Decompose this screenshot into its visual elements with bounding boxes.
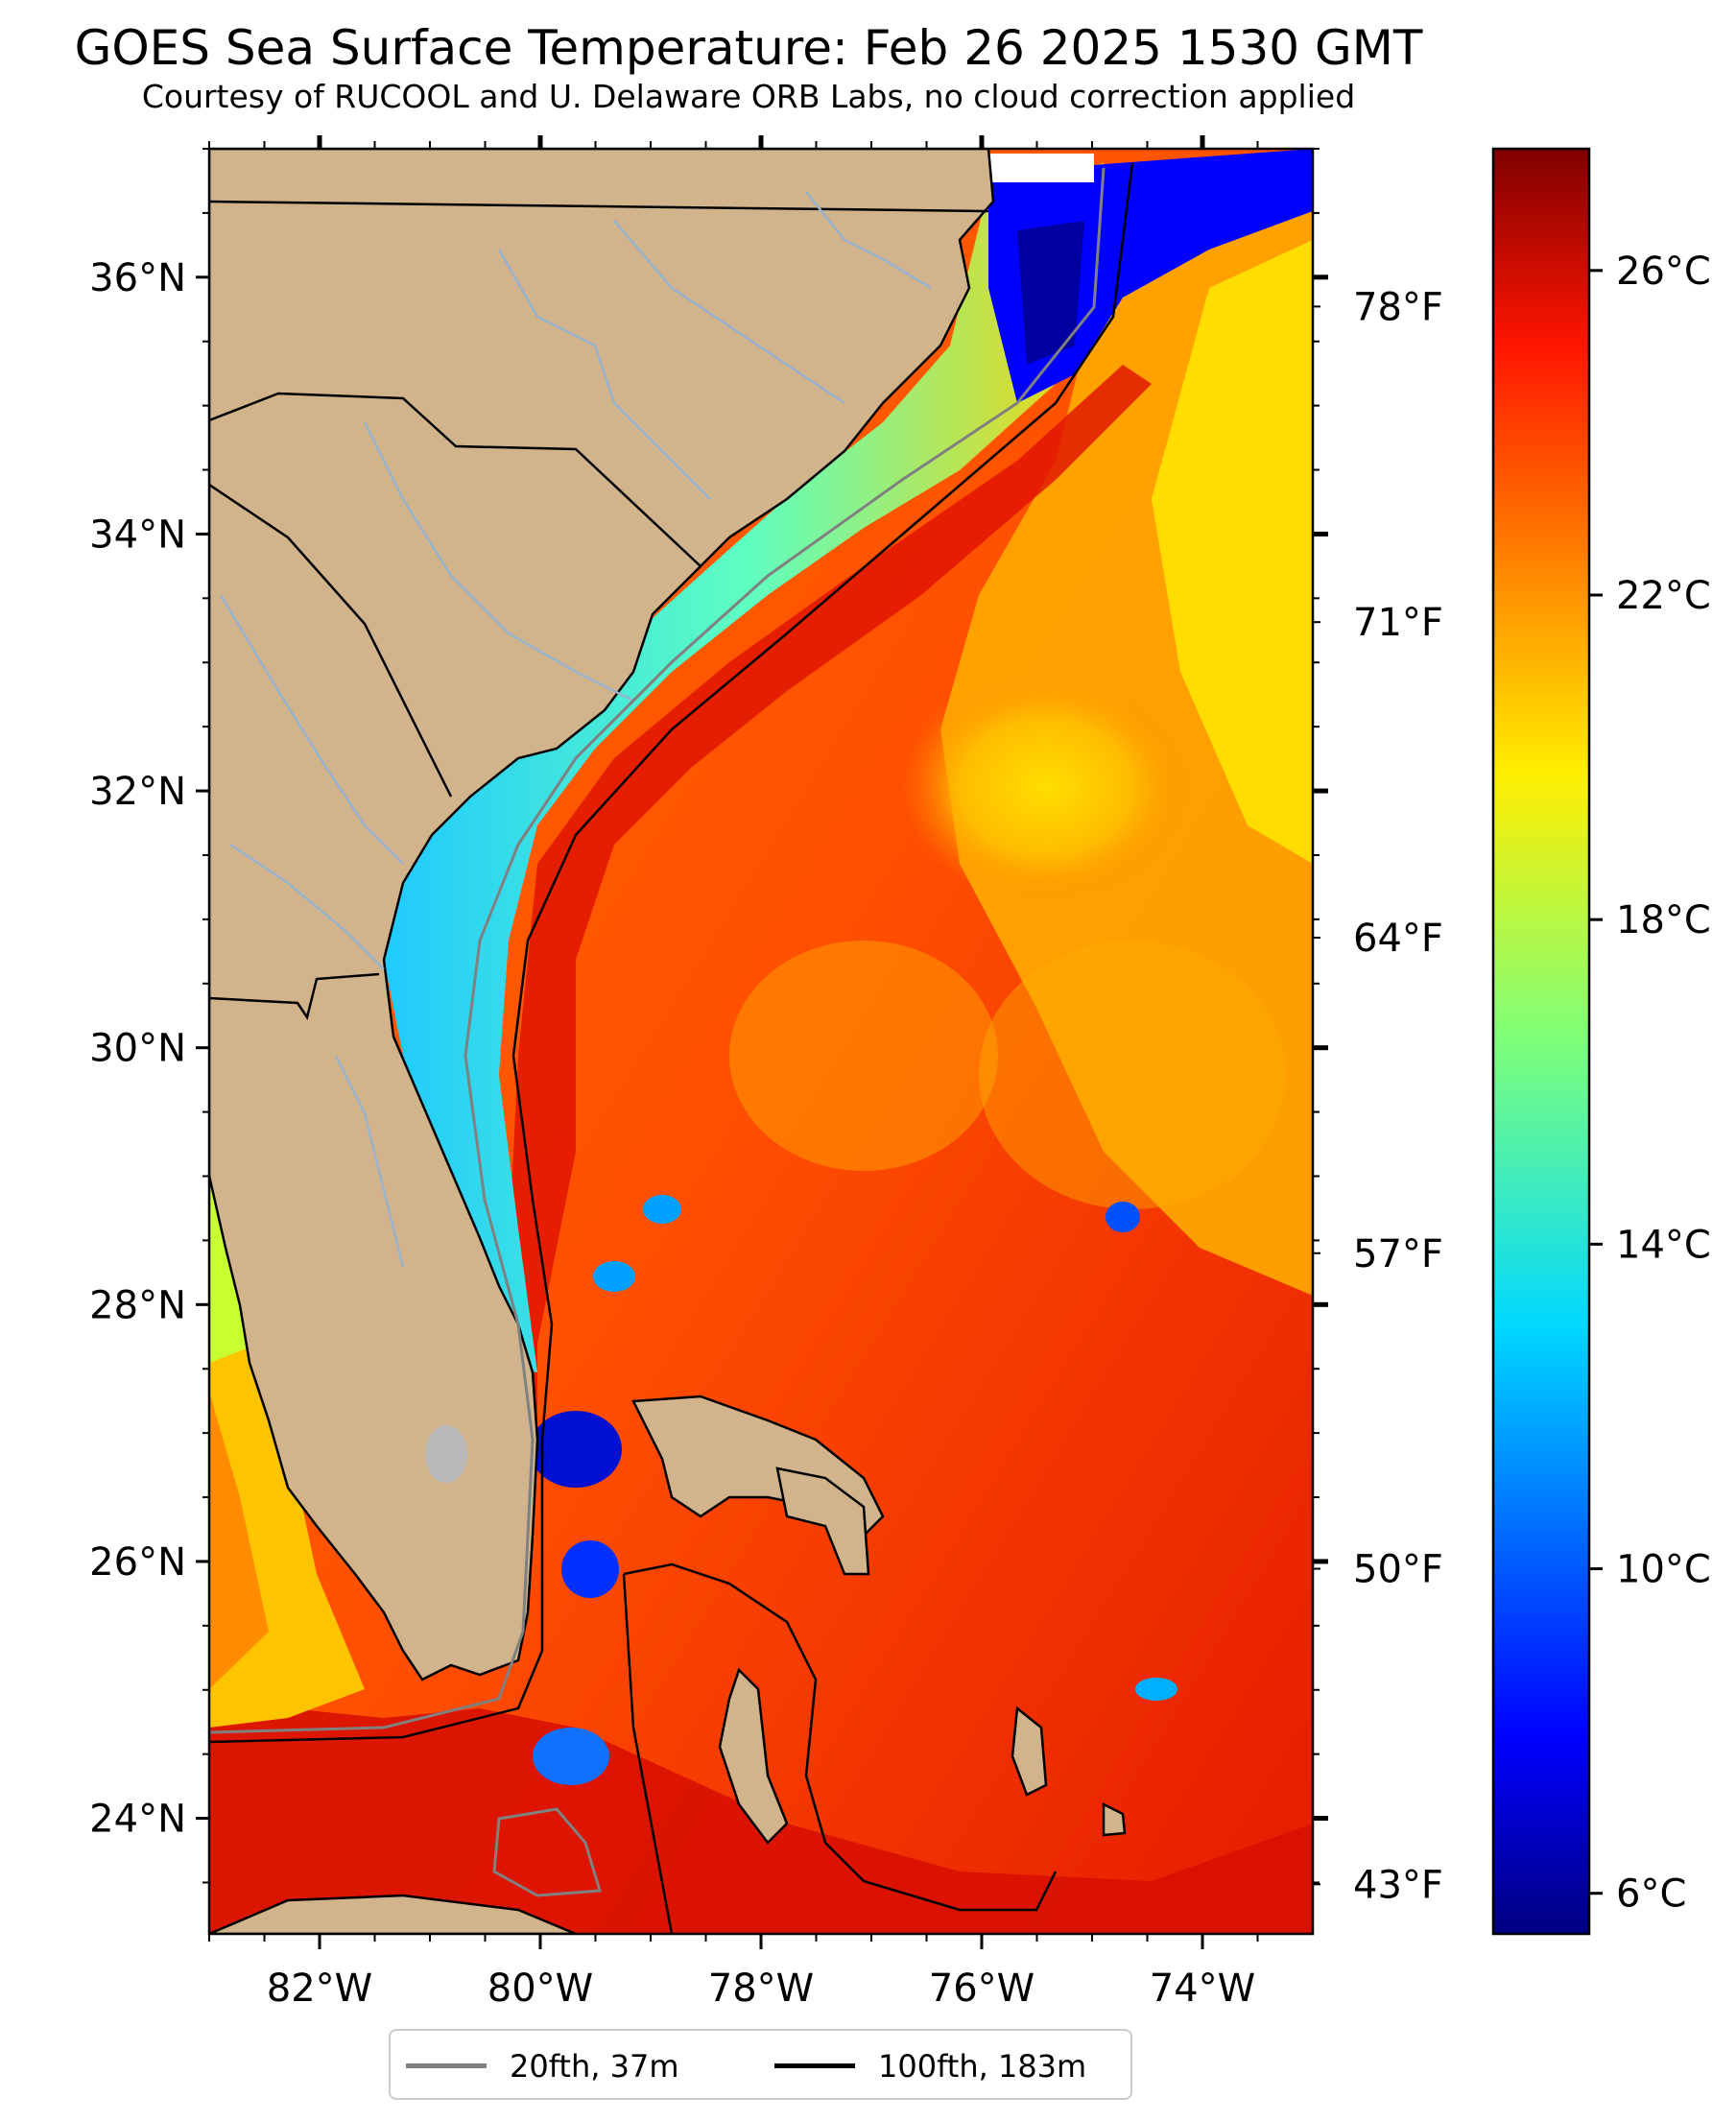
- lon-tick-label: 80°W: [488, 1967, 593, 2011]
- bahamas-island: [1102, 1801, 1127, 1837]
- pamlico-cold-water: [1017, 221, 1084, 365]
- rivers: [219, 191, 932, 1268]
- colorbar-tick-label: 14°C: [1616, 1223, 1711, 1267]
- cuba: [209, 1894, 577, 1934]
- fahrenheit-tick-label: 71°F: [1353, 601, 1443, 645]
- lake-okeechobee: [425, 1425, 467, 1483]
- lon-tick-label: 78°W: [708, 1967, 814, 2011]
- land: [209, 149, 1127, 1934]
- southern-warm-water: [209, 1459, 1313, 1934]
- state-borders: [209, 200, 989, 1021]
- warm-patch: [729, 941, 998, 1171]
- lon-tick-label: 76°W: [929, 1967, 1034, 2011]
- lat-tick-label: 28°N: [89, 1283, 186, 1327]
- isobath-legend: 20fth, 37m 100fth, 183m: [389, 2029, 1132, 2100]
- warm-patch: [979, 941, 1286, 1209]
- legend-label: 20fth, 37m: [510, 2048, 679, 2085]
- cold-patch: [593, 1261, 635, 1292]
- cay-sal-bank: [492, 1807, 602, 1897]
- cold-patch: [1135, 1678, 1177, 1701]
- map-title: GOES Sea Surface Temperature: Feb 26 202…: [74, 20, 1423, 76]
- fahrenheit-tick-label: 57°F: [1353, 1232, 1443, 1276]
- colorbar-tick-label: 22°C: [1616, 574, 1711, 618]
- longitude-axis: 82°W 80°W 78°W 76°W 74°W: [208, 135, 1259, 2011]
- legend-swatch-black: [774, 2063, 855, 2068]
- lat-tick-label: 34°N: [89, 513, 186, 557]
- andros-island: [718, 1667, 789, 1845]
- abaco-island: [775, 1466, 870, 1576]
- cold-patch: [643, 1195, 681, 1224]
- cold-patch: [561, 1540, 619, 1598]
- lat-tick-label: 26°N: [89, 1540, 186, 1585]
- bahamas-island: [1011, 1705, 1048, 1797]
- colorbar: [1491, 147, 1591, 1936]
- legend-swatch-gray: [406, 2063, 487, 2068]
- legend-label: 100fth, 183m: [878, 2048, 1087, 2085]
- fahrenheit-tick-label: 50°F: [1353, 1548, 1443, 1592]
- colorbar-tick-label: 10°C: [1616, 1548, 1711, 1592]
- lat-tick-label: 30°N: [89, 1027, 186, 1071]
- fahrenheit-tick-label: 64°F: [1353, 917, 1443, 961]
- cloud-mask: [988, 154, 1094, 182]
- cold-patch: [530, 1411, 622, 1488]
- fahrenheit-tick-label: 43°F: [1353, 1863, 1443, 1907]
- bahamas-bank-100fth: [623, 1562, 1058, 1912]
- bahamas-bank-edge: [622, 1573, 674, 1934]
- cold-patch: [1106, 1202, 1140, 1232]
- lon-tick-label: 82°W: [267, 1967, 372, 2011]
- warm-eddy: [902, 672, 1190, 902]
- lat-tick-label: 24°N: [89, 1798, 186, 1842]
- isobath-20fth: [209, 167, 1106, 1734]
- map-subtitle: Courtesy of RUCOOL and U. Delaware ORB L…: [141, 78, 1356, 115]
- isobath-100fth: [209, 162, 1134, 1744]
- colorbar-tick-label: 6°C: [1616, 1872, 1686, 1917]
- lat-tick-label: 32°N: [89, 770, 186, 814]
- lon-tick-label: 74°W: [1150, 1967, 1255, 2011]
- colorbar-tick-label: 18°C: [1616, 898, 1711, 942]
- shelf-cool-water: [379, 163, 1123, 1372]
- colorbar-axis: 26°C 22°C 18°C 14°C 10°C 6°C: [1589, 250, 1711, 1917]
- gulf-warm-nearshore: [209, 1392, 269, 1689]
- offshore-yellow-region: [1152, 240, 1313, 864]
- colorbar-tick-label: 26°C: [1616, 250, 1711, 294]
- fahrenheit-tick-label: 78°F: [1353, 285, 1443, 329]
- sst-map: [209, 149, 1313, 1934]
- lat-tick-label: 36°N: [89, 256, 186, 300]
- latitude-axis: 36°N 34°N 32°N 30°N 28°N 26°N 24°N: [89, 148, 1328, 1884]
- cold-patch: [533, 1728, 609, 1785]
- fahrenheit-axis: 78°F 71°F 64°F 57°F 50°F 43°F: [1313, 285, 1443, 1907]
